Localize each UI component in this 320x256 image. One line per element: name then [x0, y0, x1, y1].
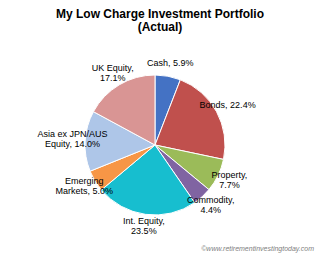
slice-label: Bonds, 22.4%	[200, 100, 256, 110]
slice-label: Property,7.7%	[211, 170, 247, 190]
slice-label: EmergingMarkets, 5.0%	[55, 177, 113, 197]
slice-label: Commodity,4.4%	[187, 195, 234, 215]
watermark: ©www.retirementinvestingtoday.com	[201, 245, 314, 253]
chart: My Low Charge Investment Portfolio(Actua…	[0, 0, 320, 256]
slice-label: UK Equity,17.1%	[92, 63, 134, 83]
slice-label: Cash, 5.9%	[147, 58, 194, 68]
slice-label: Int. Equity,23.5%	[123, 216, 165, 236]
slice-label: Asia ex JPN/AUSEquity, 14.0%	[38, 130, 108, 150]
title: My Low Charge Investment Portfolio(Actua…	[56, 7, 264, 34]
pie-labels: Cash, 5.9% Bonds, 22.4% Property,7.7% Commo…	[38, 58, 256, 236]
